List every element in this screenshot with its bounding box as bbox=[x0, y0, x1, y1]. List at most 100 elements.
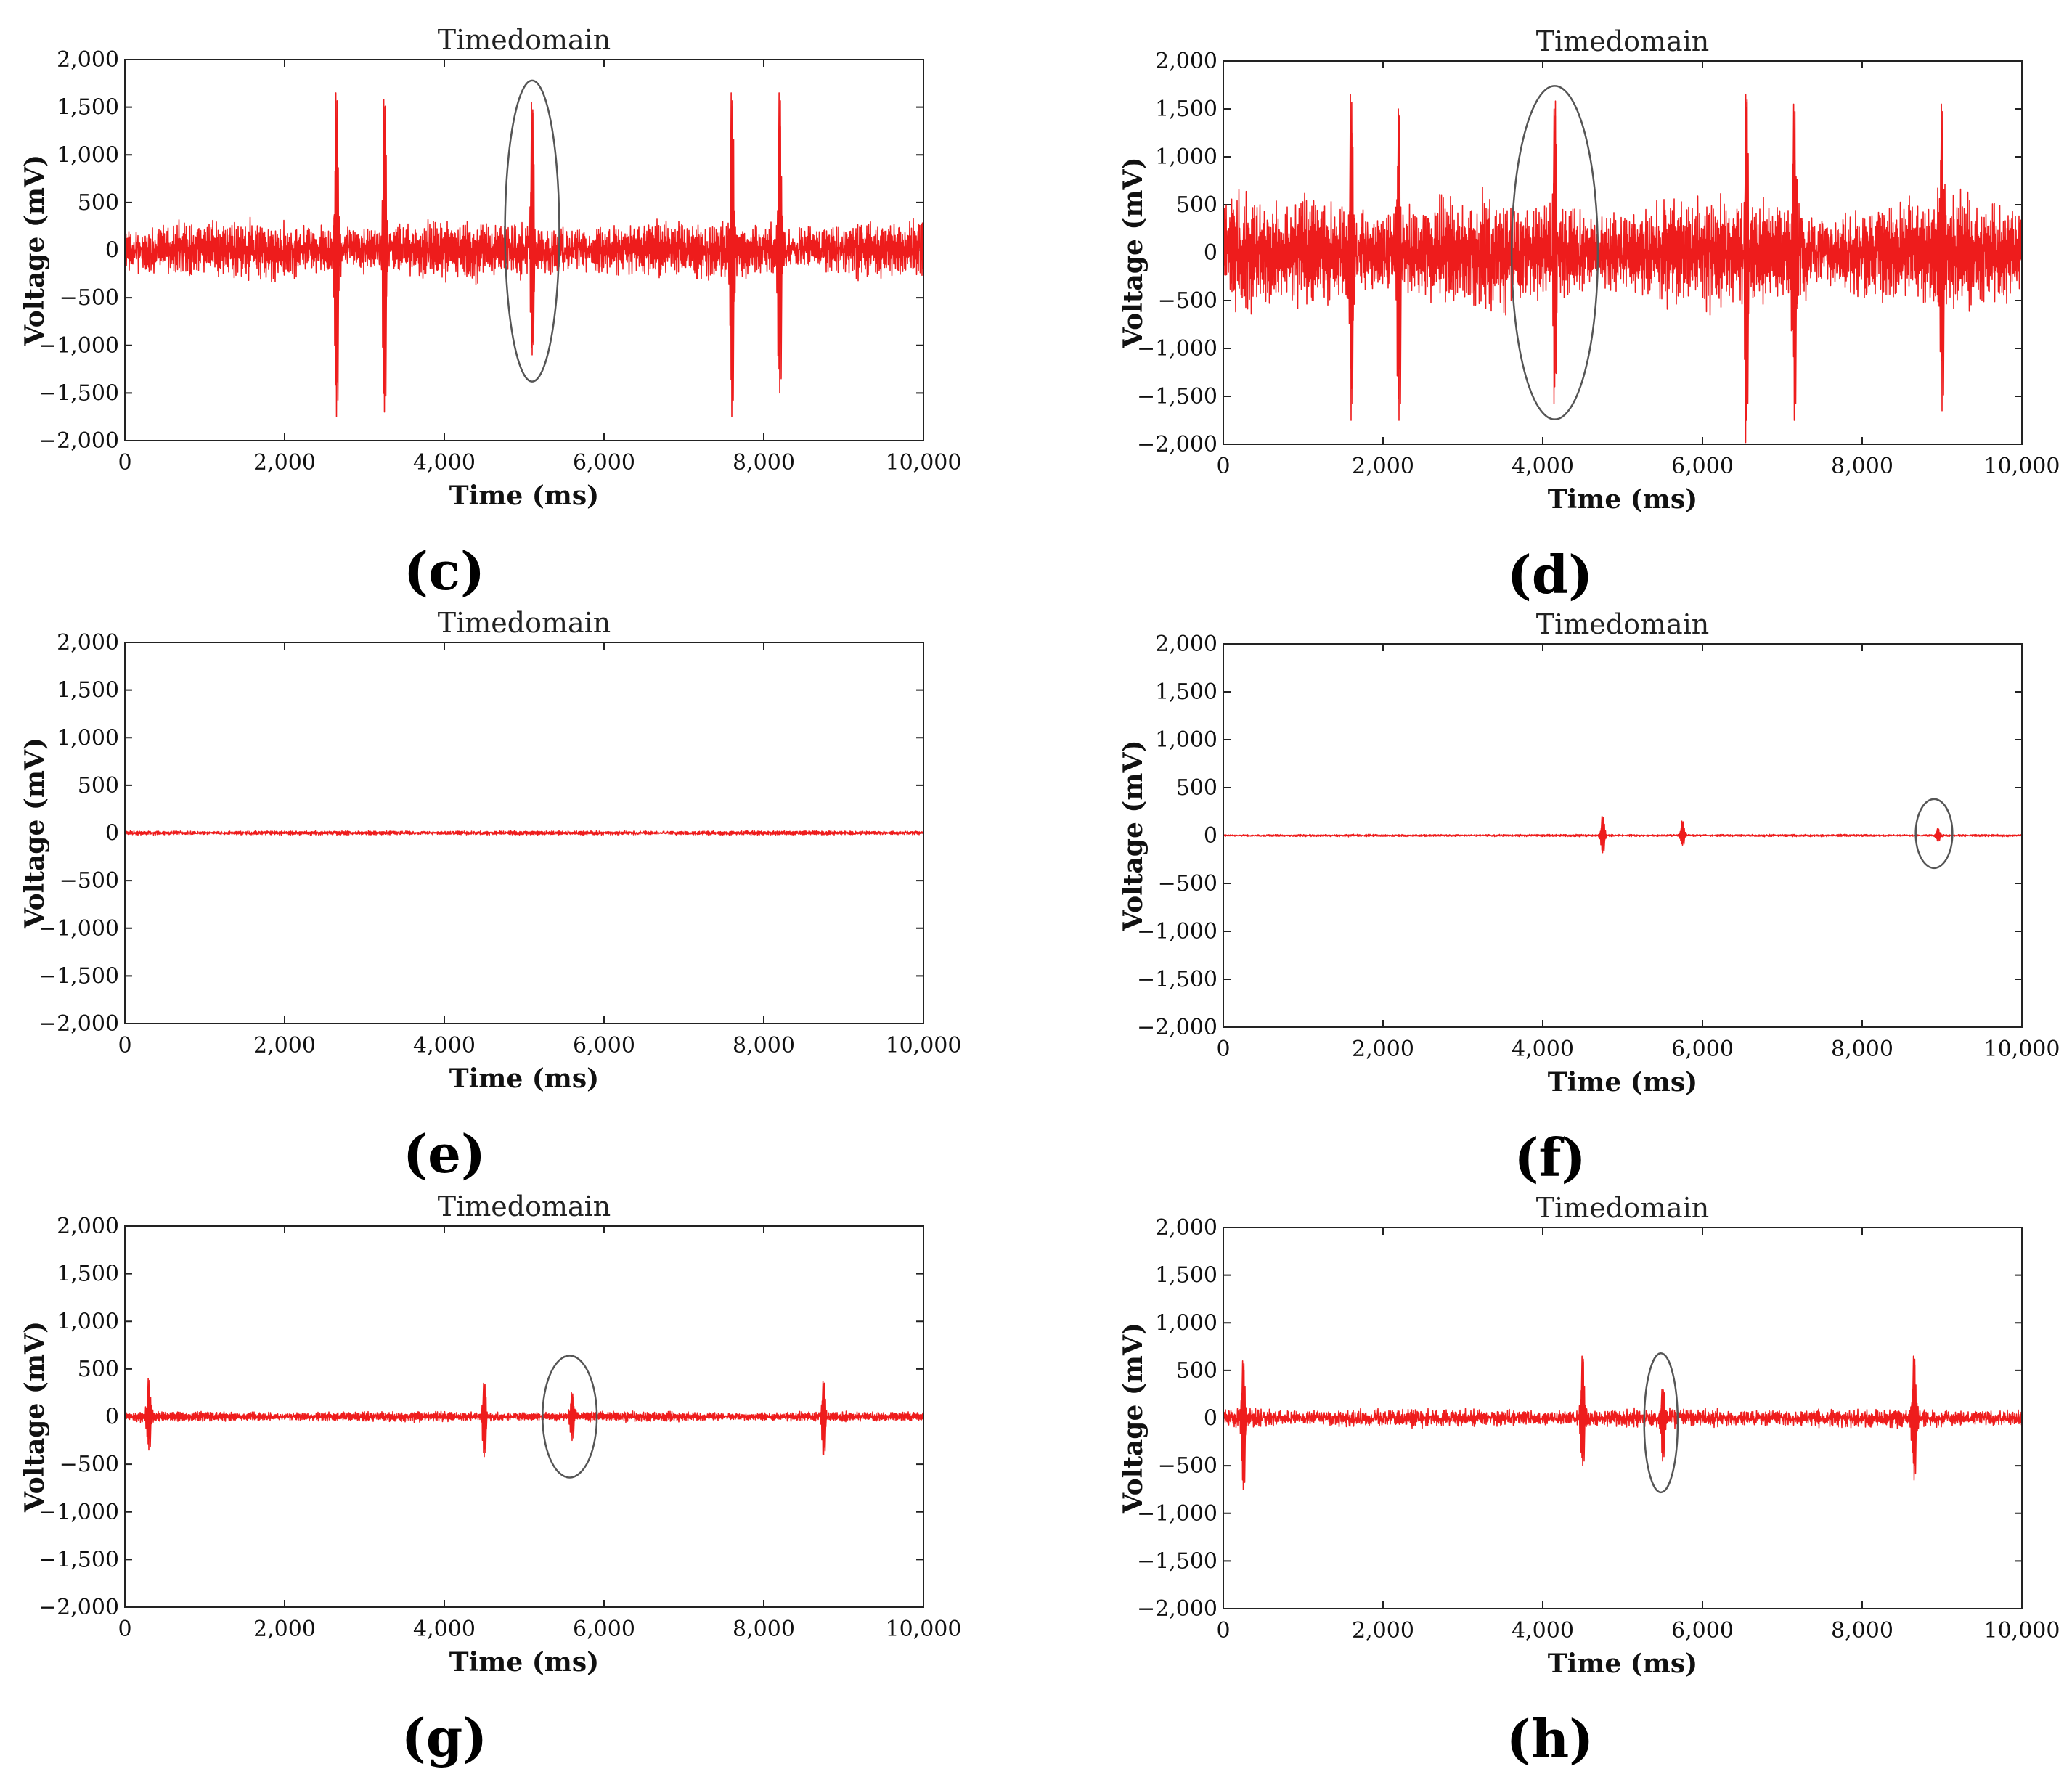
panel-e: Timedomain 2,000 1,500 1,000 500 0 −500 −1,000 −… bbox=[20, 607, 961, 1185]
y-tick-label: −1,000 bbox=[38, 333, 119, 359]
signal-burst bbox=[1552, 108, 1558, 388]
y-tick-label: −2,000 bbox=[38, 1011, 119, 1037]
y-tick-label: −500 bbox=[60, 1452, 119, 1477]
y-tick-label: −1,000 bbox=[1137, 336, 1217, 361]
y-tick-label: 500 bbox=[78, 190, 119, 216]
signal-burst bbox=[730, 92, 735, 417]
signal-line bbox=[1223, 817, 2023, 851]
x-tick-label: 6,000 bbox=[573, 1617, 635, 1642]
x-tick-label: 2,000 bbox=[253, 1617, 316, 1642]
signal-burst bbox=[1397, 108, 1402, 421]
plot-frame bbox=[1223, 643, 2023, 1028]
y-tick-label: −2,000 bbox=[1137, 1015, 1217, 1040]
plot-frame bbox=[124, 59, 924, 441]
x-axis-label: Time (ms) bbox=[449, 1647, 599, 1678]
y-tick-label: 1,500 bbox=[57, 1262, 119, 1287]
x-tick-label: 10,000 bbox=[1984, 454, 2060, 479]
panel-label: (h) bbox=[1506, 1708, 1594, 1770]
x-tick-label: 4,000 bbox=[1512, 454, 1574, 479]
y-tick-label: 2,000 bbox=[57, 630, 119, 655]
y-tick-label: −1,500 bbox=[38, 1547, 119, 1572]
y-tick-label: 1,000 bbox=[57, 1309, 119, 1334]
signal-burst bbox=[147, 1378, 152, 1451]
y-tick-label: −500 bbox=[60, 868, 119, 894]
plot-frame bbox=[124, 1225, 924, 1608]
annotation-ellipse bbox=[504, 79, 560, 383]
y-tick-label: 0 bbox=[105, 238, 119, 264]
signal-burst bbox=[1660, 1389, 1665, 1462]
annotation-ellipse bbox=[542, 1355, 598, 1479]
x-tick-label: 8,000 bbox=[1831, 1037, 1893, 1062]
signal-burst bbox=[1580, 1355, 1586, 1466]
signal-burst bbox=[1936, 828, 1941, 842]
x-tick-label: 2,000 bbox=[1352, 1618, 1414, 1643]
y-tick-label: 1,500 bbox=[1155, 1263, 1217, 1288]
x-axis-label: Time (ms) bbox=[1548, 1067, 1697, 1098]
x-tick-label: 4,000 bbox=[413, 1033, 476, 1058]
signal-burst bbox=[1600, 815, 1606, 854]
annotation-ellipse bbox=[1914, 798, 1954, 870]
y-tick-label: 1,500 bbox=[1155, 97, 1217, 122]
y-tick-label: 500 bbox=[1176, 1358, 1217, 1384]
y-tick-label: 2,000 bbox=[1155, 49, 1217, 74]
y-tick-label: 1,500 bbox=[1155, 679, 1217, 705]
x-tick-label: 0 bbox=[1216, 1618, 1230, 1643]
signal-burst bbox=[530, 102, 535, 356]
signal-burst bbox=[1912, 1355, 1917, 1481]
x-tick-label: 10,000 bbox=[1984, 1037, 2060, 1062]
x-tick-label: 8,000 bbox=[733, 1033, 795, 1058]
plot-frame bbox=[1223, 1227, 2023, 1609]
chart-title: Timedomain bbox=[438, 607, 611, 639]
y-tick-label: 500 bbox=[1176, 775, 1217, 801]
x-tick-label: 6,000 bbox=[1671, 454, 1734, 479]
signal-burst bbox=[1349, 94, 1354, 421]
y-tick-label: −2,000 bbox=[1137, 432, 1217, 457]
y-tick-label: −1,500 bbox=[38, 963, 119, 989]
y-tick-label: 2,000 bbox=[57, 47, 119, 73]
signal-line bbox=[1223, 99, 2023, 444]
x-tick-label: 0 bbox=[1216, 454, 1230, 479]
y-tick-label: −1,500 bbox=[1137, 384, 1217, 409]
y-tick-label: −2,000 bbox=[1137, 1596, 1217, 1622]
signal-burst bbox=[1744, 94, 1750, 421]
x-tick-label: 4,000 bbox=[413, 1617, 476, 1642]
y-tick-label: 1,500 bbox=[57, 95, 119, 120]
y-axis-label: Voltage (mV) bbox=[1118, 158, 1149, 349]
annotation-ellipse bbox=[1510, 85, 1599, 420]
x-tick-label: 0 bbox=[1216, 1037, 1230, 1062]
signal-burst bbox=[1940, 103, 1945, 412]
x-tick-label: 2,000 bbox=[253, 450, 316, 475]
x-tick-label: 2,000 bbox=[253, 1033, 316, 1058]
panel-f: Timedomain 2,000 1,500 1,000 500 0 −500 −1,000 −… bbox=[1118, 608, 2060, 1188]
y-tick-label: 1,000 bbox=[57, 725, 119, 751]
panel-label: (g) bbox=[401, 1707, 487, 1768]
signal-line bbox=[1223, 1361, 2023, 1481]
x-axis-label: Time (ms) bbox=[1548, 1649, 1697, 1679]
x-tick-label: 8,000 bbox=[733, 450, 795, 475]
plot-frame bbox=[1223, 60, 2023, 445]
x-tick-label: 2,000 bbox=[1352, 454, 1414, 479]
panel-label: (c) bbox=[404, 540, 485, 602]
panel-h: Timedomain 2,000 1,500 1,000 500 0 −500 −1,000 −… bbox=[1118, 1192, 2060, 1770]
x-tick-label: 8,000 bbox=[1831, 454, 1893, 479]
y-axis-label: Voltage (mV) bbox=[20, 738, 50, 929]
signal-line bbox=[124, 830, 924, 836]
y-tick-label: −500 bbox=[1158, 871, 1217, 896]
x-tick-label: 6,000 bbox=[573, 450, 635, 475]
panel-label: (d) bbox=[1507, 544, 1593, 605]
y-tick-label: 0 bbox=[1204, 240, 1217, 266]
x-tick-label: 4,000 bbox=[413, 450, 476, 475]
signal-burst bbox=[1792, 103, 1798, 421]
y-tick-label: 1,000 bbox=[1155, 727, 1217, 753]
signal-burst bbox=[570, 1392, 575, 1442]
signal-burst bbox=[1680, 820, 1686, 846]
y-tick-label: −1,000 bbox=[1137, 919, 1217, 944]
y-tick-label: −1,500 bbox=[1137, 967, 1217, 992]
annotation-ellipse bbox=[1643, 1352, 1679, 1494]
chart-title: Timedomain bbox=[438, 1190, 611, 1222]
y-tick-label: 0 bbox=[105, 821, 119, 846]
plot-frame bbox=[124, 642, 924, 1024]
y-tick-label: 1,000 bbox=[57, 142, 119, 168]
panel-d: Timedomain 2,000 1,500 1,000 500 0 −500 −1,000 −… bbox=[1118, 25, 2060, 605]
